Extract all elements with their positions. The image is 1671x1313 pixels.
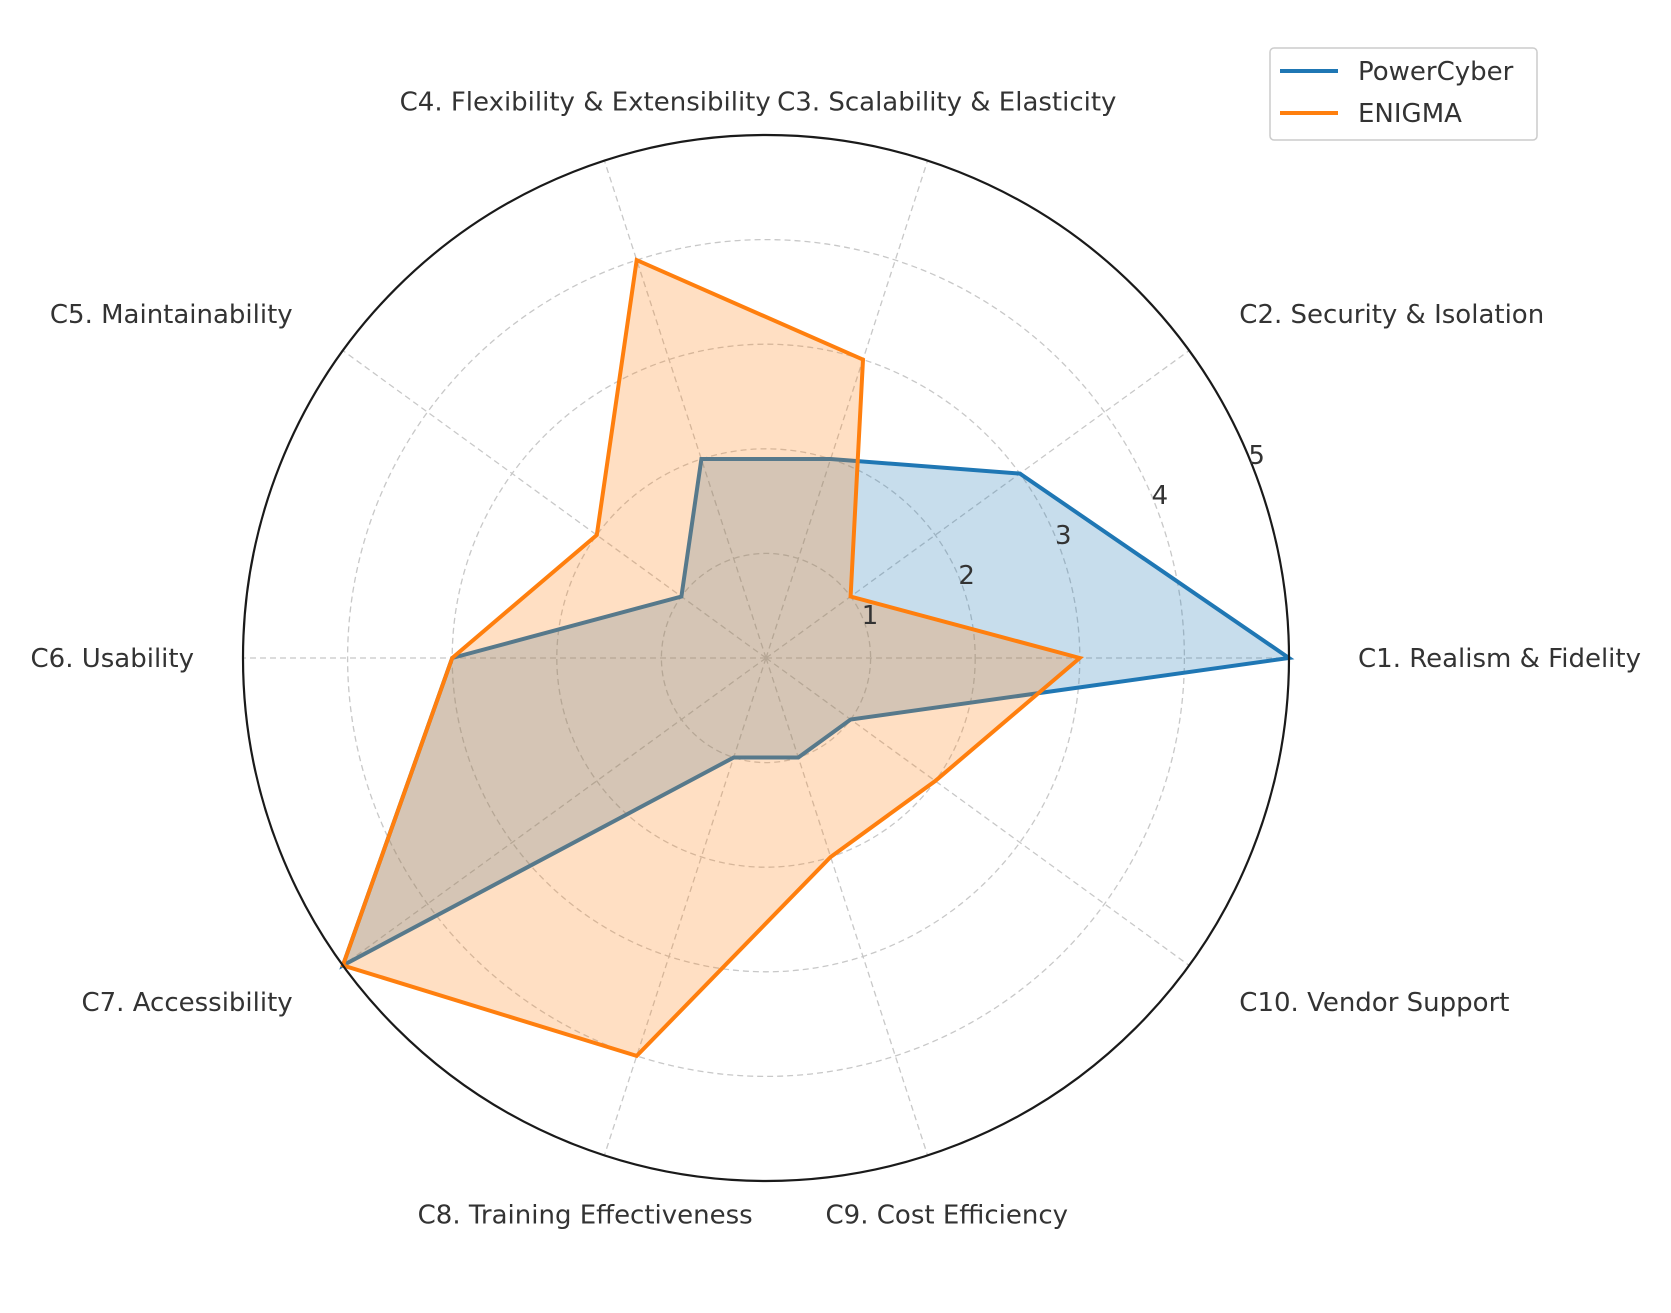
category-label: C6. Usability bbox=[31, 644, 195, 674]
grid-circle bbox=[556, 448, 976, 868]
category-label: C1. Realism & Fidelity bbox=[1358, 644, 1641, 674]
series-layer bbox=[339, 257, 1295, 1059]
category-label: C10. Vendor Support bbox=[1239, 988, 1509, 1018]
grid-spoke bbox=[765, 160, 929, 659]
grid-spoke bbox=[765, 350, 1190, 659]
category-label: C4. Flexibility & Extensibility bbox=[400, 88, 771, 118]
outer-ring bbox=[241, 133, 1291, 1183]
r-tick-label: 2 bbox=[958, 561, 975, 591]
r-tick-label: 5 bbox=[1248, 441, 1265, 471]
r-tick-label: 3 bbox=[1055, 521, 1072, 551]
grid-spoke bbox=[765, 657, 929, 1156]
r-tick-label: 4 bbox=[1152, 481, 1169, 511]
category-labels: C1. Realism & Fidelity C2. Security & Iso… bbox=[31, 88, 1642, 1231]
category-label: C8. Training Effectiveness bbox=[418, 1200, 753, 1230]
grid-spoke bbox=[342, 350, 767, 659]
category-label: C7. Accessibility bbox=[81, 988, 292, 1018]
series-fill-enigma bbox=[342, 260, 1080, 1056]
category-label: C9. Cost Efficiency bbox=[826, 1200, 1069, 1230]
grid-spoke bbox=[603, 657, 767, 1156]
grid-spoke bbox=[342, 657, 767, 966]
radial-tick-labels: 1 2 3 4 5 bbox=[862, 441, 1265, 631]
grid-spoke bbox=[603, 160, 767, 659]
legend-label-powercyber: PowerCyber bbox=[1358, 57, 1514, 87]
grid-circle bbox=[346, 238, 1186, 1078]
category-label: C5. Maintainability bbox=[50, 300, 293, 330]
category-label: C3. Scalability & Elasticity bbox=[777, 88, 1116, 118]
grid-spoke bbox=[765, 657, 1190, 966]
category-label: C2. Security & Isolation bbox=[1239, 300, 1544, 330]
legend: PowerCyber ENIGMA bbox=[1269, 47, 1538, 141]
legend-label-enigma: ENIGMA bbox=[1358, 99, 1462, 129]
r-tick-label: 1 bbox=[862, 601, 879, 631]
